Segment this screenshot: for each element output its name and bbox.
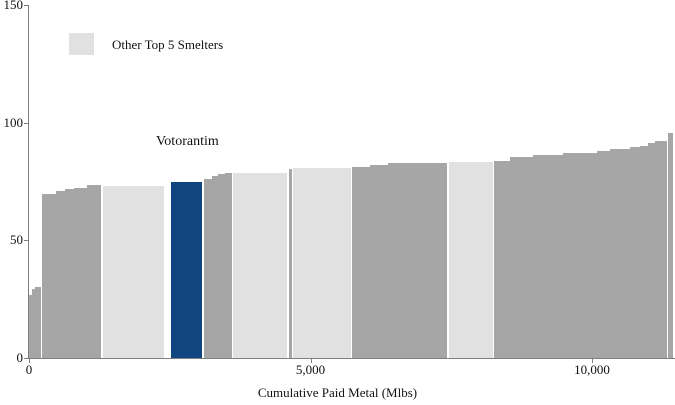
cost-curve-bar — [32, 289, 36, 358]
cost-curve-bar — [351, 167, 370, 358]
y-tick-mark — [24, 122, 28, 124]
votorantim-bar — [170, 181, 203, 358]
y-tick-mark — [24, 5, 28, 6]
legend-label: Other Top 5 Smelters — [112, 37, 224, 52]
y-tick-mark — [24, 358, 28, 359]
y-tick-label: 0 — [16, 350, 24, 365]
votorantim-annotation: Votorantim — [156, 134, 219, 149]
cost-curve-bar — [532, 154, 563, 358]
cost-curve-bar — [416, 162, 447, 358]
x-tick-label: 5,000 — [295, 362, 326, 377]
x-tick-mark — [592, 359, 593, 363]
cost-curve-bar — [86, 185, 101, 358]
legend-swatch-other-top5 — [69, 33, 94, 55]
cost-curve-bar — [217, 173, 225, 358]
cost-curve-bar — [41, 193, 57, 358]
x-tick-label: 0 — [25, 362, 33, 377]
x-axis-line — [28, 358, 675, 359]
cost-curve-bar — [668, 133, 674, 358]
cost-curve-bar — [211, 176, 218, 358]
cost-curve-bar — [64, 189, 74, 358]
cost-curve-bar — [369, 165, 388, 358]
x-tick-mark — [29, 359, 30, 363]
x-axis-title: Cumulative Paid Metal (Mlbs) — [257, 385, 418, 400]
cost-curve-bar — [596, 151, 610, 358]
cost-curve-bar — [509, 157, 533, 358]
cost-curve-bar — [387, 163, 417, 358]
cost-curve-bar — [609, 149, 630, 358]
y-tick-mark — [24, 240, 28, 242]
y-tick-label: 50 — [10, 232, 23, 248]
cost-curve-bar — [629, 147, 640, 358]
cost-curve-bar — [35, 286, 42, 358]
cost-curve-bar — [647, 143, 655, 358]
x-tick-mark — [310, 359, 312, 363]
cost-curve-bar — [654, 141, 668, 358]
cost-curve-bar — [493, 160, 510, 358]
cost-curve-bar — [224, 173, 232, 358]
other-top5-bar — [233, 172, 287, 358]
other-top5-bar — [293, 168, 351, 358]
y-axis-line — [28, 5, 29, 359]
cost-curve-bar — [29, 294, 33, 358]
plot-area — [29, 5, 675, 358]
other-top5-bar — [449, 162, 493, 358]
cost-curve-bar — [73, 187, 87, 358]
cost-curve-bar — [56, 190, 65, 358]
y-tick-label: 150 — [3, 0, 24, 12]
cost-curve-bar — [562, 152, 597, 358]
cost-curve-bar — [203, 179, 212, 358]
x-tick-label: 10,000 — [574, 362, 610, 377]
other-top5-bar — [102, 185, 164, 358]
y-tick-label: 100 — [3, 114, 24, 130]
cost-curve-bar — [639, 145, 648, 358]
cost-curve-bar — [288, 169, 292, 358]
